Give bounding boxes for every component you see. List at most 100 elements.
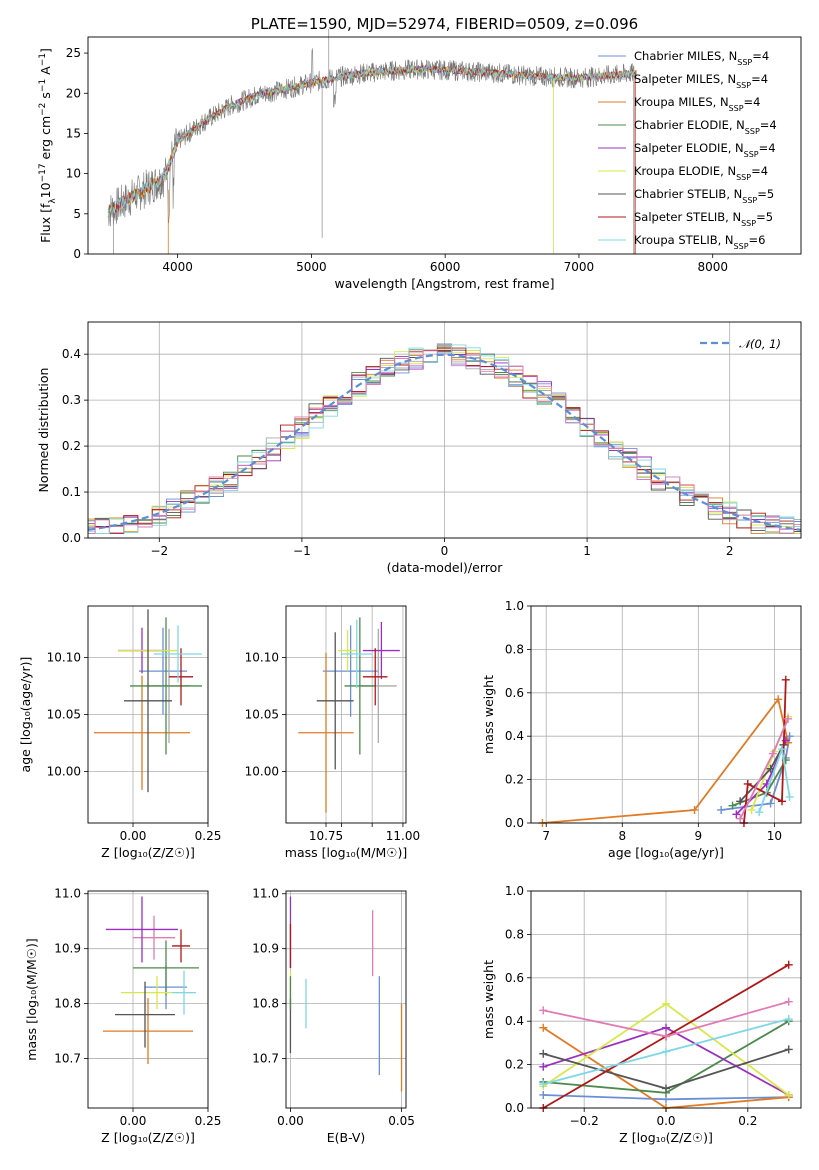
x-tick-label: 9: [695, 829, 703, 843]
x-axis-label: age [log₁₀(age/yr)]: [608, 845, 724, 860]
x-tick-label: −2: [150, 544, 168, 558]
y-tick-label: 0.0: [505, 816, 524, 830]
y-tick-label: 10.05: [245, 708, 279, 722]
weight-line: [743, 679, 787, 824]
axes-frame: [87, 36, 802, 255]
weight-marker: [539, 1090, 548, 1099]
legend-count: =4: [760, 118, 777, 132]
legend-count: =5: [757, 187, 774, 201]
legend-sub: SSP: [729, 104, 744, 113]
weight-marker: [784, 714, 793, 723]
x-axis-label: Z [log₁₀(Z/Z☉)]: [101, 1130, 195, 1145]
legend-sub: SSP: [742, 196, 757, 205]
weight-marker: [539, 1062, 548, 1071]
weight-marker: [539, 1023, 548, 1032]
weight-marker: [662, 1084, 670, 1093]
y-label-part: erg cm: [38, 116, 53, 164]
x-tick-label: 0.00: [120, 1114, 147, 1128]
weight-marker: [784, 997, 793, 1006]
legend-count: =4: [751, 72, 768, 86]
weight-marker: [784, 960, 793, 969]
x-tick-label: 11.00: [386, 829, 420, 843]
y-tick-label: 0.2: [505, 1058, 524, 1072]
y-tick-label: 0.3: [62, 393, 81, 407]
legend-label: Salpeter STELIB, NSSP=5: [634, 210, 773, 228]
weight-marker: [732, 810, 741, 819]
y-tick-label: 11.0: [54, 887, 81, 901]
histogram-step: [88, 350, 801, 534]
y-tick-label: 0.2: [62, 439, 81, 453]
y-tick-label: 1.0: [505, 884, 524, 898]
legend-label: Salpeter ELODIE, NSSP=4: [634, 141, 776, 159]
y-tick-label: 0.1: [62, 485, 81, 499]
weight-marker: [766, 799, 775, 808]
weight-marker: [777, 797, 786, 806]
gaussian-curve: [87, 353, 802, 531]
x-tick-label: 0.25: [195, 829, 222, 843]
legend-count: =6: [749, 233, 766, 247]
legend-label: Chabrier ELODIE, NSSP=4: [634, 118, 777, 136]
histogram-step: [88, 349, 801, 532]
y-label-part: A: [38, 66, 53, 79]
y-label-part: 10: [38, 182, 53, 198]
y-tick-label: 10.00: [245, 765, 279, 779]
x-tick-label: 0.0: [656, 1114, 675, 1128]
weight-marker: [747, 805, 756, 814]
y-axis-label: mass [log₁₀(M/M☉)]: [24, 938, 39, 1060]
weight-marker: [717, 805, 726, 814]
x-axis-label: Z [log₁₀(Z/Z☉)]: [101, 845, 195, 860]
model-line-kroupa-stelib: [107, 65, 637, 217]
y-tick-label: 10.00: [47, 765, 81, 779]
x-tick-label: 2: [726, 544, 734, 558]
x-tick-label: 7000: [564, 260, 595, 274]
y-tick-label: 15: [66, 126, 81, 140]
chart-title: PLATE=1590, MJD=52974, FIBERID=0509, z=0…: [251, 15, 638, 33]
legend-label: 𝒩(0, 1): [739, 337, 781, 351]
x-tick-label: 10.75: [309, 829, 343, 843]
legend-count: =4: [751, 164, 768, 178]
x-axis-label: mass [log₁₀(M/M☉)]: [285, 845, 407, 860]
legend-sub: SSP: [745, 127, 760, 136]
histogram-step: [88, 348, 801, 534]
legend-name: Kroupa STELIB, N: [634, 233, 734, 247]
x-tick-label: 8: [618, 829, 626, 843]
legend-count: =5: [756, 210, 773, 224]
weight-marker: [539, 1080, 548, 1089]
legend-label: Chabrier MILES, NSSP=4: [634, 49, 769, 67]
y-axis-label: Flux [fλ10−17 erg cm−2 s−1 A−1]: [38, 48, 58, 243]
y-axis-label: mass weight: [481, 960, 496, 1039]
y-tick-label: 0.0: [505, 1101, 524, 1115]
y-tick-label: 10.8: [252, 997, 279, 1011]
legend-name: Salpeter STELIB, N: [634, 210, 741, 224]
legend-name: Salpeter ELODIE, N: [634, 141, 744, 155]
weight-marker: [785, 792, 794, 801]
y-tick-label: 0: [73, 247, 81, 261]
y-label-part: s: [38, 92, 53, 103]
y-label-part: −1: [38, 79, 48, 92]
x-tick-label: 1: [583, 544, 591, 558]
histogram-step: [88, 347, 801, 534]
y-tick-label: 25: [66, 46, 81, 60]
model-line-kroupa-miles: [107, 65, 637, 218]
y-label-part: λ: [48, 198, 58, 204]
weight-marker: [755, 808, 764, 817]
legend-name: Chabrier STELIB, N: [634, 187, 742, 201]
x-tick-label: 5000: [296, 260, 327, 274]
weight-marker: [766, 764, 775, 773]
x-tick-label: 0.00: [120, 829, 147, 843]
y-tick-label: 0.6: [505, 686, 524, 700]
y-tick-label: 11.0: [252, 887, 279, 901]
weight-marker: [768, 749, 777, 758]
weight-marker: [662, 1032, 670, 1041]
x-tick-label: 8000: [697, 260, 728, 274]
x-axis-label: Z [log₁₀(Z/Z☉)]: [619, 1130, 713, 1145]
y-tick-label: 0.6: [505, 971, 524, 985]
x-axis-label: E(B-V): [327, 1130, 366, 1145]
y-tick-label: 10.9: [54, 942, 81, 956]
x-axis-label: (data-model)/error: [387, 560, 504, 575]
legend-label: Kroupa STELIB, NSSP=6: [634, 233, 765, 251]
weight-marker: [777, 745, 786, 754]
weight-marker: [690, 805, 699, 814]
y-tick-label: 20: [66, 86, 81, 100]
weight-marker: [781, 675, 790, 684]
